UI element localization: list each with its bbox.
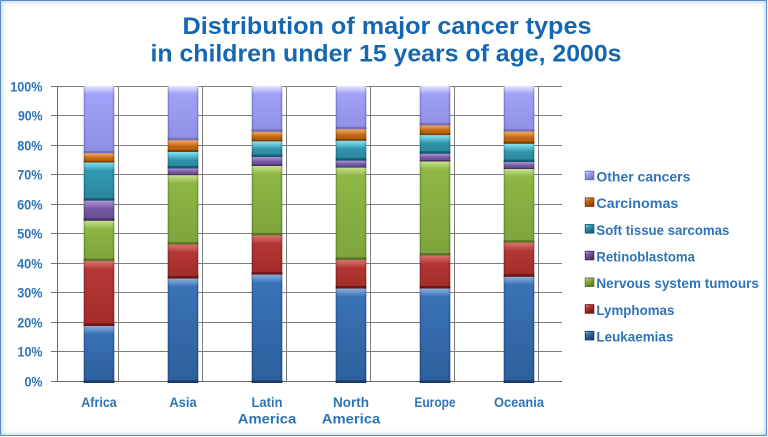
svg-text:Latin: Latin — [252, 394, 283, 410]
svg-text:40%: 40% — [17, 256, 43, 272]
svg-text:in children under 15 years of: in children under 15 years of age, 2000s — [151, 41, 622, 68]
svg-text:Soft tissue sarcomas: Soft tissue sarcomas — [596, 222, 729, 238]
svg-text:Oceania: Oceania — [494, 394, 544, 410]
svg-text:Carcinomas: Carcinomas — [596, 195, 678, 211]
svg-text:Africa: Africa — [81, 394, 117, 410]
svg-text:Lymphomas: Lymphomas — [596, 302, 674, 318]
svg-text:0%: 0% — [25, 374, 43, 390]
svg-text:80%: 80% — [17, 138, 43, 154]
svg-text:Other cancers: Other cancers — [596, 168, 690, 184]
svg-text:Distribution of major cancer t: Distribution of major cancer types — [183, 13, 592, 40]
svg-text:10%: 10% — [18, 344, 43, 360]
svg-text:North: North — [333, 394, 369, 410]
svg-text:Retinoblastoma: Retinoblastoma — [596, 249, 695, 265]
svg-text:Asia: Asia — [169, 394, 196, 410]
svg-text:70%: 70% — [17, 167, 43, 183]
svg-text:30%: 30% — [17, 285, 43, 301]
svg-text:50%: 50% — [17, 226, 43, 242]
svg-text:Europe: Europe — [414, 394, 455, 410]
svg-text:Leukaemias: Leukaemias — [596, 329, 673, 345]
svg-text:100%: 100% — [10, 79, 43, 95]
svg-text:America: America — [322, 410, 381, 426]
svg-text:60%: 60% — [17, 197, 43, 213]
svg-text:America: America — [238, 410, 297, 426]
svg-text:Nervous system tumours: Nervous system tumours — [596, 275, 759, 291]
svg-text:20%: 20% — [17, 315, 43, 331]
svg-text:90%: 90% — [18, 108, 43, 124]
